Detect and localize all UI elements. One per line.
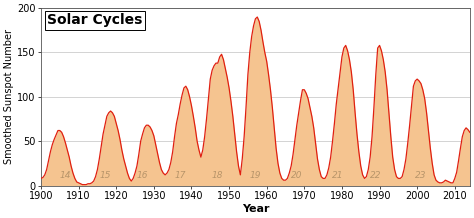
Y-axis label: Smoothed Sunspot Number: Smoothed Sunspot Number (4, 29, 14, 164)
X-axis label: Year: Year (242, 204, 269, 214)
Text: 16: 16 (137, 171, 148, 180)
Text: 17: 17 (174, 171, 186, 180)
Text: 20: 20 (291, 171, 302, 180)
Text: 18: 18 (212, 171, 224, 180)
Text: Solar Cycles: Solar Cycles (47, 14, 143, 27)
Text: 22: 22 (370, 171, 382, 180)
Text: 21: 21 (332, 171, 344, 180)
Text: 23: 23 (415, 171, 427, 180)
Text: 15: 15 (99, 171, 111, 180)
Text: 19: 19 (250, 171, 261, 180)
Text: 14: 14 (60, 171, 71, 180)
